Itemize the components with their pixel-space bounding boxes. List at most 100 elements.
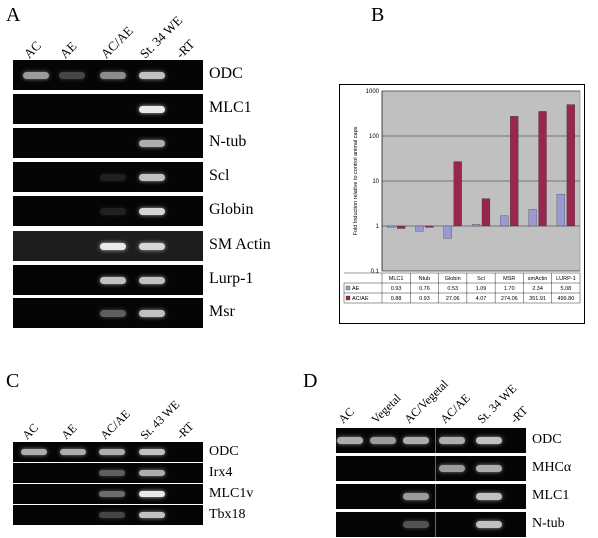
panel-a-gene-label: N-tub xyxy=(209,133,247,151)
panel-a-lane-label: AC/AE xyxy=(97,23,136,62)
bar-ac-ae xyxy=(510,116,519,227)
panel-c-lane-label: -RT xyxy=(173,419,197,443)
panel-d-band xyxy=(403,521,429,528)
data-value-label: 0.93 xyxy=(391,286,402,292)
panel-a-band xyxy=(139,309,165,317)
x-category-label: smActin xyxy=(528,276,548,282)
data-value-label: 1.70 xyxy=(504,286,515,292)
panel-a-band xyxy=(139,207,165,215)
panel-a-gene-label: ODC xyxy=(209,65,243,83)
x-category-label: MLC1 xyxy=(389,276,404,282)
panel-a-band xyxy=(59,71,85,79)
data-value-label: 0.76 xyxy=(419,286,430,292)
panel-c-band xyxy=(99,512,125,518)
panel-a-gene-label: MLC1 xyxy=(209,99,252,117)
panel-a-band xyxy=(139,71,165,79)
data-value-label: 0.88 xyxy=(391,296,402,302)
legend-series-name: AC/AE xyxy=(352,296,369,302)
panel-d-band xyxy=(476,437,502,444)
x-category-label: Ntub xyxy=(419,276,431,282)
panel-c-gel-row xyxy=(13,484,203,504)
panel-a-lane-label: AC xyxy=(20,37,45,62)
panel-a-lane-label: AE xyxy=(56,38,80,62)
legend-swatch xyxy=(345,285,351,291)
panel-a-gel-row xyxy=(13,128,203,158)
y-axis-label: Fold Induction relative to control anima… xyxy=(353,126,359,235)
bar-chart-panel: 0.1 1 10 100 1000 Fold Induction relative to… xyxy=(339,84,585,324)
panel-d-gene-label: ODC xyxy=(532,432,562,448)
bar-ae xyxy=(556,194,566,227)
panel-a-band xyxy=(100,309,126,317)
bar-ac-ae xyxy=(425,225,434,228)
panel-a-band xyxy=(139,242,165,250)
panel-a-band xyxy=(139,105,165,113)
bar-ae xyxy=(415,225,424,232)
panel-a-gene-label: Globin xyxy=(209,201,254,219)
panel-d-lane-divider xyxy=(435,428,436,453)
panel-d-lane-divider xyxy=(435,512,436,537)
panel-d-band xyxy=(476,521,502,528)
panel-c-gene-label: ODC xyxy=(209,443,239,459)
panel-d-band xyxy=(476,493,502,500)
panel-d-gel-row xyxy=(336,428,526,453)
legend-series-name: AE xyxy=(352,286,360,292)
panel-c-lane-label: AC xyxy=(19,420,42,443)
panel-c-band xyxy=(139,512,165,518)
bar-ae xyxy=(500,215,509,227)
panel-d-band xyxy=(370,437,396,444)
grid-lines xyxy=(382,90,580,272)
panel-a-band xyxy=(100,173,126,181)
panel-a-lane-label: -RT xyxy=(172,36,198,62)
x-category-label: MSR xyxy=(503,276,515,282)
data-value-label: 4.07 xyxy=(476,296,487,302)
panel-d-lane-label: AC/AE xyxy=(437,390,473,427)
panel-c-band xyxy=(99,449,125,455)
panel-letter-c: C xyxy=(6,370,20,392)
panel-a-gene-label: Scl xyxy=(209,167,230,185)
panel-d-lane-label: -RT xyxy=(507,403,531,427)
bar-ac-ae xyxy=(481,198,491,227)
data-value-label: 2.34 xyxy=(532,286,543,292)
panel-d-band xyxy=(476,465,502,472)
panel-a-band xyxy=(139,139,165,147)
panel-d-band xyxy=(439,465,465,472)
panel-d-lane-label: AC xyxy=(335,404,358,427)
data-value-label: 5.08 xyxy=(560,286,571,292)
panel-a-gel-row xyxy=(13,231,203,261)
panel-c-gene-label: MLC1v xyxy=(209,485,254,501)
panel-c-band xyxy=(99,491,125,497)
panel-d-gene-label: N-tub xyxy=(532,516,565,532)
panel-c-band xyxy=(99,470,125,476)
x-category-label: Globin xyxy=(445,276,461,282)
panel-d-gene-label: MLC1 xyxy=(532,488,570,504)
panel-d-band xyxy=(403,437,429,444)
panel-a-gene-label: SM Actin xyxy=(209,236,271,254)
panel-a-band xyxy=(100,207,126,215)
panel-c-lane-label: AE xyxy=(58,421,80,443)
bar-ae xyxy=(387,225,396,228)
panel-d-band xyxy=(403,493,429,500)
data-value-label: 1.09 xyxy=(476,286,487,292)
panel-c-band xyxy=(60,449,86,455)
data-value-label: 0.53 xyxy=(447,286,458,292)
data-table: MLC1 Ntub Globin Scl MSR smActin LURP-1 AE 0.93 0… xyxy=(343,272,581,304)
panel-c-gel-row xyxy=(13,442,203,462)
panel-letter-a: A xyxy=(6,4,21,26)
data-value-label: 0.93 xyxy=(419,296,430,302)
panel-a-gel-row xyxy=(13,60,203,90)
bar-ac-ae xyxy=(453,161,462,227)
panel-c-lane-label: St. 43 WE xyxy=(137,397,183,443)
panel-d-lane-divider xyxy=(435,456,436,481)
panel-a-band xyxy=(100,242,126,250)
panel-a-gene-label: Lurp-1 xyxy=(209,270,254,288)
bar-chart: 0.1 1 10 100 1000 Fold Induction relative to… xyxy=(343,89,581,304)
panel-d-band xyxy=(439,437,465,444)
data-value-label: 351.91 xyxy=(529,296,546,302)
panel-a-gene-label: Msr xyxy=(209,303,235,321)
panel-a-gel-row xyxy=(13,94,203,124)
x-category-label: LURP-1 xyxy=(556,276,576,282)
x-category-label: Scl xyxy=(477,276,485,282)
panel-c-gene-label: Tbx18 xyxy=(209,506,246,522)
panel-a-band xyxy=(139,276,165,284)
data-value-label: 499.80 xyxy=(557,296,574,302)
